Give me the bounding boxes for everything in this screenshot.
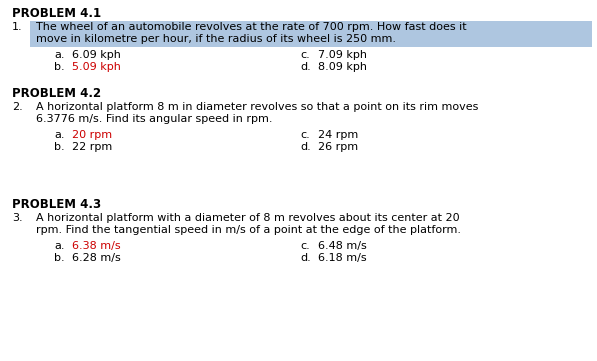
Text: 2.: 2. [12,102,23,112]
Text: d.: d. [300,253,311,263]
Text: 6.09 kph: 6.09 kph [72,50,121,60]
Text: 6.18 m/s: 6.18 m/s [318,253,367,263]
Text: 22 rpm: 22 rpm [72,142,112,152]
Text: 6.3776 m/s. Find its angular speed in rpm.: 6.3776 m/s. Find its angular speed in rp… [36,114,272,124]
Text: rpm. Find the tangential speed in m/s of a point at the edge of the platform.: rpm. Find the tangential speed in m/s of… [36,225,461,235]
Text: 6.28 m/s: 6.28 m/s [72,253,121,263]
Text: PROBLEM 4.1: PROBLEM 4.1 [12,7,101,20]
Text: b.: b. [54,142,64,152]
Text: 1.: 1. [12,22,23,32]
Text: a.: a. [54,50,64,60]
Text: 7.09 kph: 7.09 kph [318,50,367,60]
Text: 5.09 kph: 5.09 kph [72,62,121,72]
Text: The wheel of an automobile revolves at the rate of 700 rpm. How fast does it: The wheel of an automobile revolves at t… [36,22,467,32]
Text: 6.38 m/s: 6.38 m/s [72,241,121,251]
Text: b.: b. [54,62,64,72]
Text: 8.09 kph: 8.09 kph [318,62,367,72]
Text: 6.48 m/s: 6.48 m/s [318,241,367,251]
Text: A horizontal platform 8 m in diameter revolves so that a point on its rim moves: A horizontal platform 8 m in diameter re… [36,102,478,112]
Text: d.: d. [300,62,311,72]
Text: a.: a. [54,130,64,140]
Text: c.: c. [300,130,310,140]
Text: a.: a. [54,241,64,251]
Text: d.: d. [300,142,311,152]
Text: move in kilometre per hour, if the radius of its wheel is 250 mm.: move in kilometre per hour, if the radiu… [36,34,396,44]
Text: 26 rpm: 26 rpm [318,142,358,152]
Text: b.: b. [54,253,64,263]
Text: c.: c. [300,241,310,251]
Text: 3.: 3. [12,213,23,223]
Text: 20 rpm: 20 rpm [72,130,112,140]
Text: A horizontal platform with a diameter of 8 m revolves about its center at 20: A horizontal platform with a diameter of… [36,213,460,223]
Text: PROBLEM 4.2: PROBLEM 4.2 [12,87,101,100]
Bar [30,21,592,47]
Text: c.: c. [300,50,310,60]
Text: 24 rpm: 24 rpm [318,130,358,140]
Text: PROBLEM 4.3: PROBLEM 4.3 [12,198,101,211]
